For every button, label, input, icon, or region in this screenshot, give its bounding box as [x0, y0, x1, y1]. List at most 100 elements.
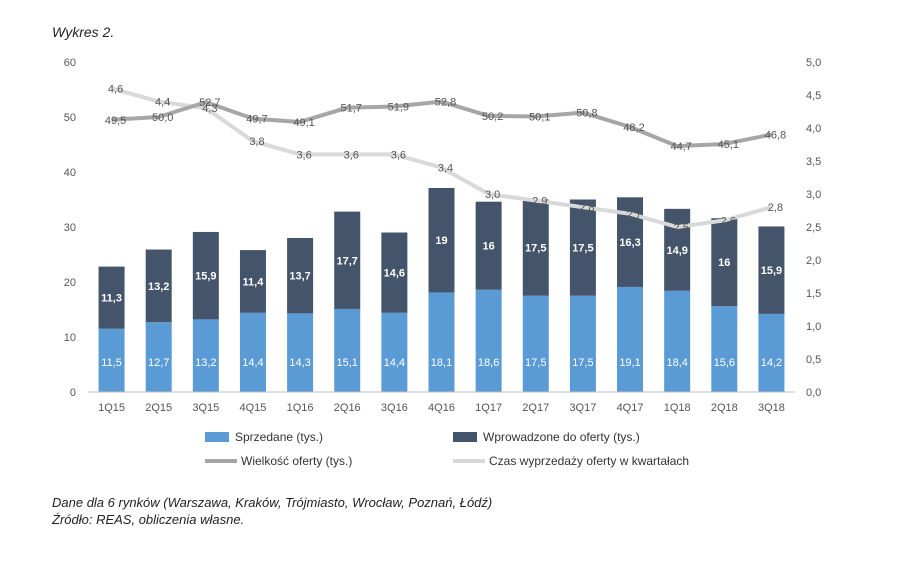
y-right-tick-1,0: 1,0 [806, 321, 821, 333]
y-left-tick-50: 50 [64, 112, 76, 124]
label-sold-1Q17: 18,6 [478, 357, 499, 369]
legend-label-0: Sprzedane (tys.) [235, 430, 323, 444]
label-introduced-2Q15: 13,2 [148, 281, 169, 293]
x-tick-4Q17: 4Q17 [617, 402, 644, 414]
label-offer-size-4Q16: 52,8 [435, 97, 456, 109]
bar-sold-4Q15 [239, 312, 266, 392]
label-sale-time-1Q17: 3,0 [485, 189, 500, 201]
label-introduced-2Q17: 17,5 [525, 243, 546, 255]
bar-introduced-1Q17 [475, 201, 502, 290]
x-tick-2Q17: 2Q17 [522, 402, 549, 414]
label-sale-time-4Q16: 3,4 [438, 163, 453, 175]
label-offer-size-2Q18: 45,1 [718, 139, 739, 151]
y-right-tick-0,0: 0,0 [806, 387, 821, 399]
label-introduced-2Q16: 17,7 [337, 255, 358, 267]
line-sale-time [111, 86, 772, 229]
label-offer-size-2Q15: 50,0 [152, 112, 173, 124]
label-offer-size-1Q17: 50,2 [482, 111, 503, 123]
label-sale-time-2Q15: 4,4 [155, 97, 170, 109]
chart-caption: Wykres 2. [52, 24, 115, 40]
bars-layer [98, 187, 785, 392]
x-tick-4Q16: 4Q16 [428, 402, 455, 414]
label-introduced-4Q16: 19 [435, 235, 447, 247]
y-left-tick-20: 20 [64, 277, 76, 289]
label-sold-4Q17: 19,1 [619, 357, 640, 369]
label-sale-time-2Q16: 3,6 [344, 149, 359, 161]
bar-sold-2Q17 [522, 295, 549, 392]
label-offer-size-1Q18: 44,7 [670, 141, 691, 153]
x-tick-1Q18: 1Q18 [664, 402, 691, 414]
bar-sold-3Q18 [758, 313, 785, 392]
line-offer-size [111, 99, 772, 149]
bar-introduced-2Q18 [711, 218, 738, 307]
y-right-tick-3,5: 3,5 [806, 156, 821, 168]
label-offer-size-2Q16: 51,7 [341, 103, 362, 115]
legend-label-2: Wielkość oferty (tys.) [241, 454, 352, 468]
legend-swatch-0 [205, 432, 229, 442]
label-sold-1Q18: 18,4 [666, 357, 687, 369]
label-sale-time-4Q15: 3,8 [249, 136, 264, 148]
label-sale-time-3Q15: 4,3 [202, 103, 217, 115]
label-introduced-4Q15: 11,4 [243, 276, 265, 288]
label-sold-1Q16: 14,3 [289, 357, 310, 369]
y-right-tick-4,5: 4,5 [806, 90, 821, 102]
x-tick-1Q17: 1Q17 [475, 402, 502, 414]
bar-sold-1Q15 [98, 328, 125, 392]
label-offer-size-1Q15: 49,5 [105, 115, 126, 127]
bar-sold-2Q16 [334, 308, 361, 392]
label-introduced-3Q15: 15,9 [195, 271, 216, 283]
bar-sold-4Q17 [617, 286, 644, 392]
bar-sold-2Q15 [145, 322, 172, 392]
bar-sold-3Q16 [381, 312, 408, 392]
bar-sold-2Q18 [711, 306, 738, 392]
label-sale-time-3Q18: 2,8 [768, 202, 783, 214]
legend-swatch-1 [453, 432, 477, 442]
label-sold-4Q16: 18,1 [431, 357, 452, 369]
data-source-note: Dane dla 6 rynków (Warszawa, Kraków, Tró… [52, 495, 493, 510]
y-left-tick-0: 0 [70, 387, 76, 399]
label-sale-time-3Q17: 2,8 [579, 202, 594, 214]
x-tick-1Q16: 1Q16 [287, 402, 314, 414]
label-offer-size-3Q18: 46,8 [765, 130, 786, 142]
y-right-tick-5,0: 5,0 [806, 57, 821, 69]
label-sale-time-3Q16: 3,6 [391, 149, 406, 161]
bar-introduced-3Q15 [192, 231, 219, 320]
y-left-tick-10: 10 [64, 332, 76, 344]
label-offer-size-1Q16: 49,1 [293, 117, 314, 129]
label-sold-4Q15: 14,4 [242, 357, 263, 369]
label-sold-3Q16: 14,4 [384, 357, 405, 369]
label-sold-2Q15: 12,7 [148, 357, 169, 369]
label-sold-2Q16: 15,1 [337, 357, 358, 369]
y-left-tick-60: 60 [64, 57, 76, 69]
label-sold-3Q15: 13,2 [195, 357, 216, 369]
label-offer-size-3Q17: 50,8 [576, 108, 597, 120]
label-sold-1Q15: 11,5 [101, 357, 122, 369]
label-introduced-1Q15: 11,3 [101, 293, 122, 305]
label-introduced-4Q17: 16,3 [619, 237, 640, 249]
x-tick-2Q15: 2Q15 [145, 402, 172, 414]
label-sale-time-2Q18: 2,6 [721, 215, 736, 227]
bar-introduced-4Q16 [428, 187, 455, 293]
label-sale-time-4Q17: 2,7 [626, 209, 641, 221]
label-introduced-1Q18: 14,9 [666, 245, 687, 257]
y-right-tick-3,0: 3,0 [806, 189, 821, 201]
bar-sold-3Q17 [569, 295, 596, 392]
bar-introduced-2Q17 [522, 199, 549, 296]
bar-sold-1Q16 [287, 313, 314, 392]
label-offer-size-4Q17: 48,2 [623, 122, 644, 134]
legend: Sprzedane (tys.) Wprowadzone do oferty (t… [205, 430, 689, 468]
bar-introduced-3Q16 [381, 232, 408, 313]
label-sold-2Q17: 17,5 [525, 357, 546, 369]
label-sale-time-1Q16: 3,6 [296, 149, 311, 161]
bar-introduced-2Q16 [334, 211, 361, 309]
label-offer-size-3Q15: 52,7 [199, 97, 220, 109]
label-introduced-2Q18: 16 [718, 257, 730, 269]
legend-label-3: Czas wyprzedaży oferty w kwartałach [489, 454, 689, 468]
x-tick-4Q15: 4Q15 [240, 402, 267, 414]
label-offer-size-2Q17: 50,1 [529, 111, 550, 123]
x-tick-3Q16: 3Q16 [381, 402, 408, 414]
label-sale-time-2Q17: 2,9 [532, 196, 547, 208]
bar-introduced-2Q15 [145, 249, 172, 323]
bar-introduced-3Q17 [569, 199, 596, 296]
axes-layer: 0 10 20 30 40 50 60 0,0 0,5 1,0 1,5 2,0 2,5 3,0 3,5 4,0… [64, 57, 822, 414]
